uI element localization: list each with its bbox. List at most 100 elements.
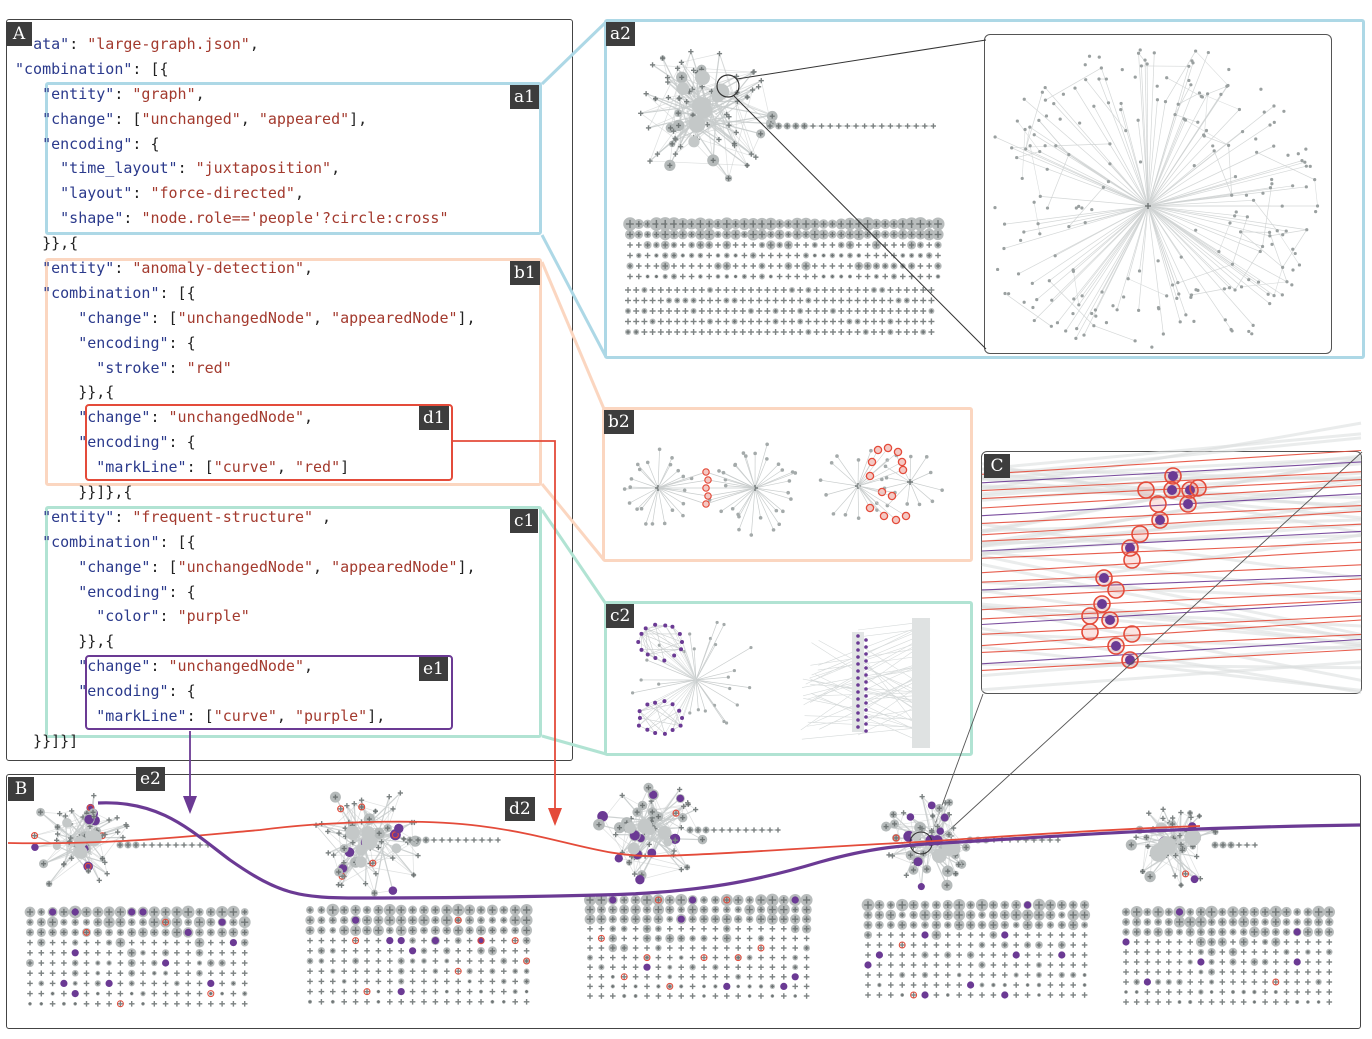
graph-edge: [1218, 222, 1231, 252]
graph-edge: [712, 116, 717, 161]
circle-node-icon: [672, 809, 680, 817]
circle-node-icon: [1155, 98, 1160, 102]
circle-node-icon: [689, 896, 697, 904]
frequent-view-panel: [604, 601, 973, 756]
code-token: "encoding": [42, 134, 133, 153]
circle-node-icon: [1262, 110, 1266, 114]
circle-node-icon: [831, 512, 836, 516]
code-token: "unchangedNode": [177, 557, 314, 576]
graph-edge: [630, 486, 659, 489]
graph-edge: [1101, 67, 1149, 207]
anomaly-view-panel: [602, 407, 973, 562]
circle-node-icon: [1082, 333, 1086, 337]
graph-edge: [641, 633, 649, 655]
graph-edge: [695, 622, 718, 681]
circle-node-icon: [646, 826, 656, 835]
circle-node-icon: [1266, 292, 1270, 296]
code-token: "red": [294, 458, 341, 477]
graph-edge: [754, 469, 783, 489]
anomaly-spec-box: [45, 258, 542, 486]
code-token: "unchangedNode": [177, 308, 314, 327]
circle-node-icon: [1167, 485, 1177, 495]
graph-edge: [981, 522, 1362, 556]
graph-edge: [1147, 161, 1305, 207]
circle-node-icon: [1083, 63, 1087, 67]
circle-node-icon: [1084, 78, 1088, 82]
circle-node-icon: [917, 502, 922, 507]
circle-node-icon: [724, 721, 729, 725]
circle-node-icon: [1179, 255, 1183, 259]
graph-edge: [629, 487, 659, 504]
circle-node-icon: [1297, 263, 1302, 267]
graph-edge: [811, 626, 931, 676]
circle-node-icon: [670, 508, 675, 513]
code-line: "entity": "frequent-structure" ,: [15, 505, 476, 530]
graph-edge: [695, 679, 738, 706]
code-token: :: [150, 657, 169, 676]
graph-edge: [657, 487, 673, 511]
circle-node-icon: [737, 527, 741, 532]
circle-node-icon: [877, 487, 887, 497]
circle-node-icon: [748, 686, 752, 690]
graph-edge: [928, 845, 948, 886]
circle-node-icon: [670, 702, 675, 707]
graph-edge: [665, 625, 697, 681]
circle-node-icon: [757, 944, 765, 952]
graph-edge: [1004, 205, 1149, 225]
code-line: "markLine": ["curve", "red"]: [15, 455, 476, 480]
circle-node-icon: [1191, 61, 1195, 65]
circle-node-icon: [1077, 303, 1081, 307]
graph-edge: [1138, 205, 1149, 311]
circle-node-icon: [1108, 142, 1112, 146]
graph-edge: [1138, 53, 1149, 207]
graph-edge: [1147, 205, 1180, 295]
circle-node-icon: [875, 508, 879, 512]
circle-node-icon: [856, 655, 860, 659]
graph-edge: [1068, 205, 1149, 227]
code-token: ,: [249, 35, 259, 53]
circle-node-icon: [477, 937, 485, 945]
graph-edge: [981, 575, 1362, 591]
circle-node-icon: [681, 513, 685, 518]
circle-node-icon: [649, 790, 658, 799]
graph-edge: [657, 487, 684, 504]
code-token: }},{: [15, 383, 115, 402]
circle-node-icon: [218, 918, 226, 926]
circle-node-icon: [1136, 51, 1141, 55]
circle-node-icon: [1038, 194, 1042, 199]
circle-node-icon: [653, 700, 658, 705]
code-token: "graph": [132, 84, 196, 103]
code-token: "change": [78, 557, 151, 576]
graph-edge: [836, 455, 859, 487]
graph-edge: [892, 855, 927, 870]
circle-node-icon: [1090, 207, 1094, 212]
graph-edge: [709, 487, 756, 501]
code-token: : {: [168, 433, 196, 452]
graph-edge: [657, 464, 671, 489]
graph-edge: [1065, 205, 1149, 332]
circle-node-icon: [1268, 186, 1273, 190]
graph-edge: [1253, 200, 1278, 231]
graph-edge: [1147, 205, 1232, 330]
circle-node-icon: [723, 982, 731, 991]
graph-edge: [1147, 205, 1230, 288]
graph-edge: [1147, 205, 1275, 296]
circle-node-icon: [741, 451, 746, 455]
connector-c: [541, 734, 607, 756]
circle-node-icon: [1133, 339, 1137, 343]
graph-edge: [637, 803, 689, 813]
circle-node-icon: [352, 916, 360, 924]
circle-node-icon: [908, 454, 913, 459]
graph-edge: [754, 487, 789, 494]
graph-edge: [657, 476, 684, 489]
circle-node-icon: [1239, 285, 1244, 289]
circle-node-icon: [864, 694, 868, 698]
code-token: "layout": [60, 184, 133, 203]
circle-node-icon: [1240, 130, 1245, 134]
graph-edge: [754, 487, 780, 525]
circle-node-icon: [1272, 104, 1276, 108]
graph-edge: [819, 674, 931, 730]
graph-edge: [1147, 205, 1192, 298]
circle-node-icon: [726, 675, 730, 679]
circle-node-icon: [1182, 117, 1186, 121]
